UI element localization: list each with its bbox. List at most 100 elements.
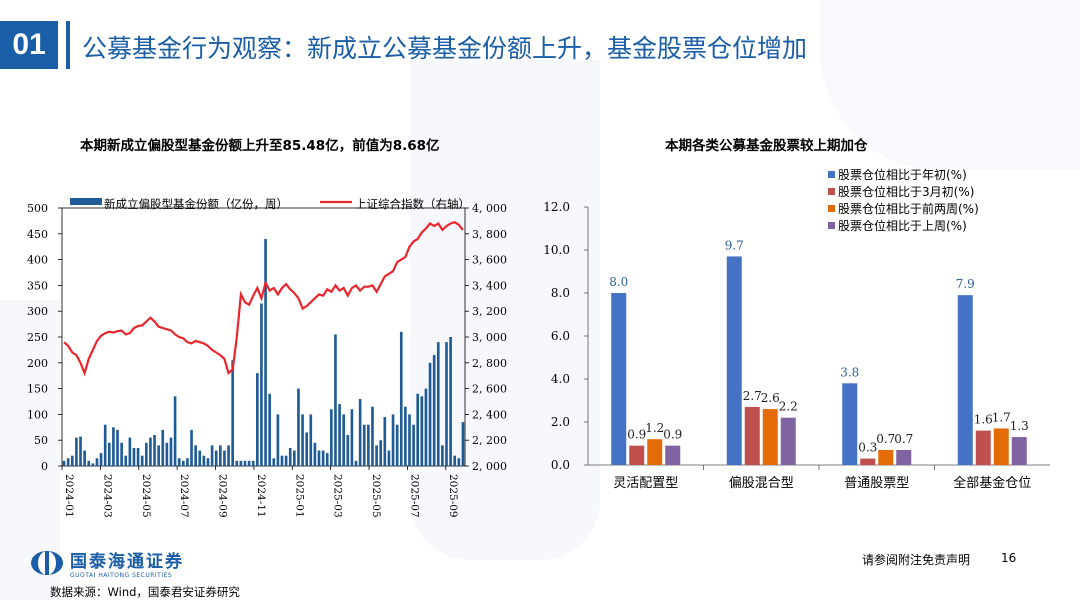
bar	[412, 424, 415, 466]
bar	[157, 445, 160, 466]
legend-label-bar: 新成立偏股型基金份额（亿份，周）	[104, 197, 288, 211]
bar	[243, 460, 247, 466]
bar	[297, 388, 300, 466]
y-tick-label: 8.0	[551, 286, 570, 300]
bar	[325, 453, 329, 466]
bar	[276, 414, 280, 466]
bar	[132, 447, 136, 466]
data-label: 8.0	[609, 275, 628, 289]
bar	[140, 455, 144, 466]
y-tick-label: 12.0	[543, 200, 570, 214]
bar	[420, 396, 424, 466]
bar	[231, 360, 234, 466]
bar	[896, 449, 912, 465]
x-category-label: 偏股混合型	[729, 476, 794, 491]
y-tick-label: 2.0	[551, 415, 570, 429]
bar	[99, 453, 103, 466]
y-left-tick-label: 500	[27, 202, 48, 215]
data-label: 1.3	[1010, 419, 1029, 433]
bar	[424, 388, 428, 466]
x-tick-label: 2025-05	[370, 474, 382, 518]
y-right-tick-label: 4, 000	[472, 202, 507, 215]
data-label: 2.6	[761, 391, 780, 405]
bar	[726, 256, 742, 465]
bar	[173, 396, 177, 466]
bar	[264, 238, 267, 466]
y-left-tick-label: 300	[27, 305, 48, 318]
x-tick-label: 2024-05	[140, 474, 152, 518]
y-tick-label: 4.0	[551, 372, 570, 386]
bar	[153, 435, 156, 466]
bar	[214, 450, 218, 466]
y-right-tick-label: 3, 000	[472, 331, 507, 344]
bar	[268, 393, 271, 466]
right-chart-title: 本期各类公募基金股票较上期加仓	[665, 138, 868, 154]
bar	[107, 442, 111, 466]
bar	[375, 445, 378, 466]
bar	[346, 435, 350, 466]
data-label: 0.7	[876, 432, 895, 446]
legend-swatch	[828, 188, 835, 195]
disclaimer-link[interactable]: 请参阅附注免责声明	[862, 553, 971, 567]
bar	[95, 458, 99, 466]
bar	[744, 406, 760, 465]
y-right-tick-label: 3, 800	[472, 228, 507, 241]
bar	[379, 440, 383, 466]
data-label: 2.7	[743, 389, 762, 403]
bar	[362, 424, 366, 466]
bar	[116, 429, 119, 466]
bar	[367, 424, 370, 466]
bar	[449, 337, 452, 466]
x-category-label: 灵活配置型	[613, 476, 678, 491]
y-left-tick-label: 450	[27, 228, 48, 241]
bar	[235, 460, 239, 466]
y-tick-label: 0.0	[551, 458, 570, 472]
background-shape	[820, 0, 1080, 170]
legend-swatch-bar	[70, 198, 102, 205]
bar	[256, 373, 259, 466]
bar	[453, 455, 457, 466]
bar	[461, 422, 465, 466]
bar	[404, 406, 407, 466]
bar	[383, 416, 387, 466]
bar	[1011, 437, 1027, 465]
bar	[79, 436, 82, 466]
bar	[993, 428, 1009, 465]
data-label: 2.2	[779, 400, 798, 414]
bar	[87, 460, 91, 466]
bar	[338, 404, 341, 466]
x-category-label: 全部基金仓位	[953, 475, 1031, 491]
data-label: 1.2	[645, 421, 664, 435]
bar	[198, 450, 202, 466]
bar	[342, 414, 346, 466]
bar	[186, 458, 189, 466]
x-tick-label: 2025-09	[447, 474, 459, 518]
left-chart-title: 本期新成立偏股型基金份额上升至85.48亿，前值为8.68亿	[80, 138, 440, 154]
bar	[445, 342, 448, 466]
x-tick-label: 2024-03	[101, 474, 113, 518]
bar	[272, 458, 276, 466]
bar	[169, 437, 173, 466]
data-label: 9.7	[725, 238, 744, 252]
legend-label: 股票仓位相比于前两周(%)	[838, 201, 979, 216]
bar	[350, 409, 354, 466]
logo-text-en: GUOTAI HAITONG SECURITIES	[70, 572, 173, 579]
header-divider	[66, 21, 70, 69]
y-left-tick-label: 0	[41, 460, 48, 473]
bar	[66, 458, 70, 466]
y-right-tick-label: 2, 800	[472, 357, 507, 370]
bar	[395, 424, 399, 466]
x-category-label: 普通股票型	[844, 476, 909, 491]
y-right-tick-label: 2, 000	[472, 460, 507, 473]
data-label: 0.7	[894, 432, 913, 446]
background-shape	[0, 300, 60, 600]
y-left-tick-label: 200	[27, 357, 48, 370]
legend-label: 股票仓位相比于上周(%)	[838, 218, 967, 233]
bar	[441, 445, 444, 466]
bar	[202, 455, 206, 466]
bar	[120, 442, 123, 466]
bar	[70, 455, 74, 466]
data-label: 0.9	[663, 428, 682, 442]
bar	[428, 362, 432, 466]
bar	[457, 458, 461, 466]
